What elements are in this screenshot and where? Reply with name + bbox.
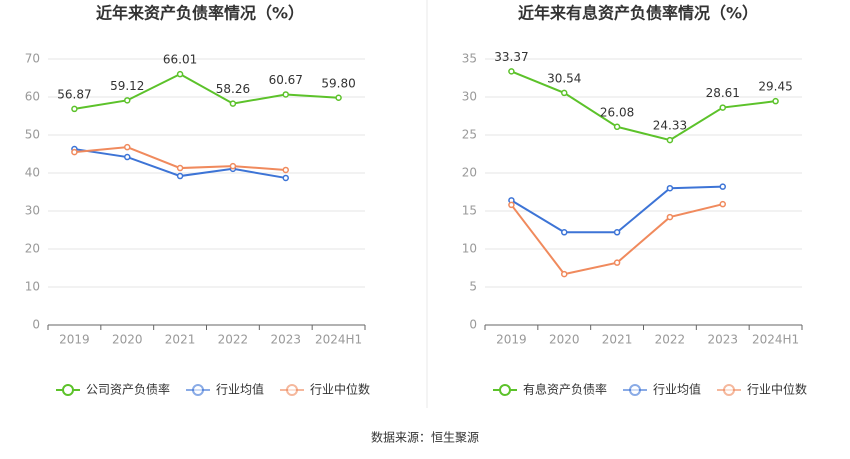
point [719,104,726,111]
point [666,136,674,144]
point [613,259,621,266]
point [176,164,184,172]
point [561,229,568,236]
x-tick-label: 2024H1 [315,333,362,347]
legend-label: 行业均值 [216,382,264,397]
point [282,166,289,174]
x-tick-label: 2023 [270,333,301,347]
y-tick-label: 35 [462,52,477,66]
data-label: 58.26 [216,82,250,96]
point [124,143,131,151]
point [176,172,184,180]
data-label: 30.54 [547,71,581,85]
y-tick-label: 25 [462,128,477,142]
y-tick-label: 30 [462,90,477,104]
legend-marker [286,384,298,396]
data-label: 33.37 [494,50,528,64]
y-tick-label: 40 [25,166,40,180]
point [229,100,237,107]
point [508,201,515,209]
point [176,70,184,78]
x-tick-label: 2021 [602,333,633,347]
point [71,105,78,113]
data-label: 56.87 [57,87,91,101]
data-label: 29.45 [758,80,792,94]
legend-marker [723,384,735,396]
data-label: 59.12 [110,79,144,93]
point [229,162,237,170]
data-label: 26.08 [600,105,634,119]
y-tick-label: 60 [25,90,40,104]
x-tick-label: 2022 [655,333,686,347]
source: 数据来源：恒生聚源 [371,430,479,445]
data-label: 28.61 [706,86,740,100]
series-line [74,73,339,110]
legend-marker [499,384,511,396]
point [561,270,568,278]
x-tick-label: 2019 [59,333,90,347]
y-tick-label: 50 [25,128,40,142]
point [666,213,674,221]
data-label: 24.33 [653,119,687,133]
point [71,148,78,156]
point [282,174,289,182]
data-label: 59.80 [321,76,355,90]
point [561,89,568,97]
y-tick-label: 5 [469,280,477,294]
x-tick-label: 2021 [165,333,196,347]
x-tick-label: 2020 [112,333,143,347]
chart-title: 近年来资产负债率情况（%） [96,4,304,23]
y-tick-label: 70 [25,52,40,66]
point [719,200,726,208]
point [613,123,621,131]
point [613,229,621,236]
point [508,68,515,75]
x-tick-label: 2023 [707,333,738,347]
series-line [511,70,776,142]
x-tick-label: 2019 [496,333,527,347]
legend-label: 有息资产负债率 [523,382,607,397]
y-tick-label: 30 [25,204,40,218]
y-tick-label: 0 [32,318,40,332]
legend-marker [62,384,74,396]
point [282,91,289,98]
data-label: 66.01 [163,53,197,67]
point [335,94,342,102]
y-tick-label: 0 [469,318,477,332]
chart-title: 近年来有息资产负债率情况（%） [518,4,758,23]
y-tick-label: 20 [462,166,477,180]
point [666,184,674,192]
x-tick-label: 2020 [549,333,580,347]
point [772,97,779,105]
y-tick-label: 10 [462,242,477,256]
legend-marker [629,384,641,396]
x-tick-label: 2022 [218,333,249,347]
y-tick-label: 20 [25,242,40,256]
y-tick-label: 10 [25,280,40,294]
x-tick-label: 2024H1 [752,333,799,347]
legend-label: 公司资产负债率 [86,382,170,397]
point [124,153,131,161]
legend-marker [192,384,204,396]
legend-label: 行业均值 [653,382,701,397]
point [124,97,131,104]
legend-label: 行业中位数 [310,382,370,397]
data-label: 60.67 [269,73,303,87]
legend-label: 行业中位数 [747,382,807,397]
point [719,183,726,190]
y-tick-label: 15 [462,204,477,218]
